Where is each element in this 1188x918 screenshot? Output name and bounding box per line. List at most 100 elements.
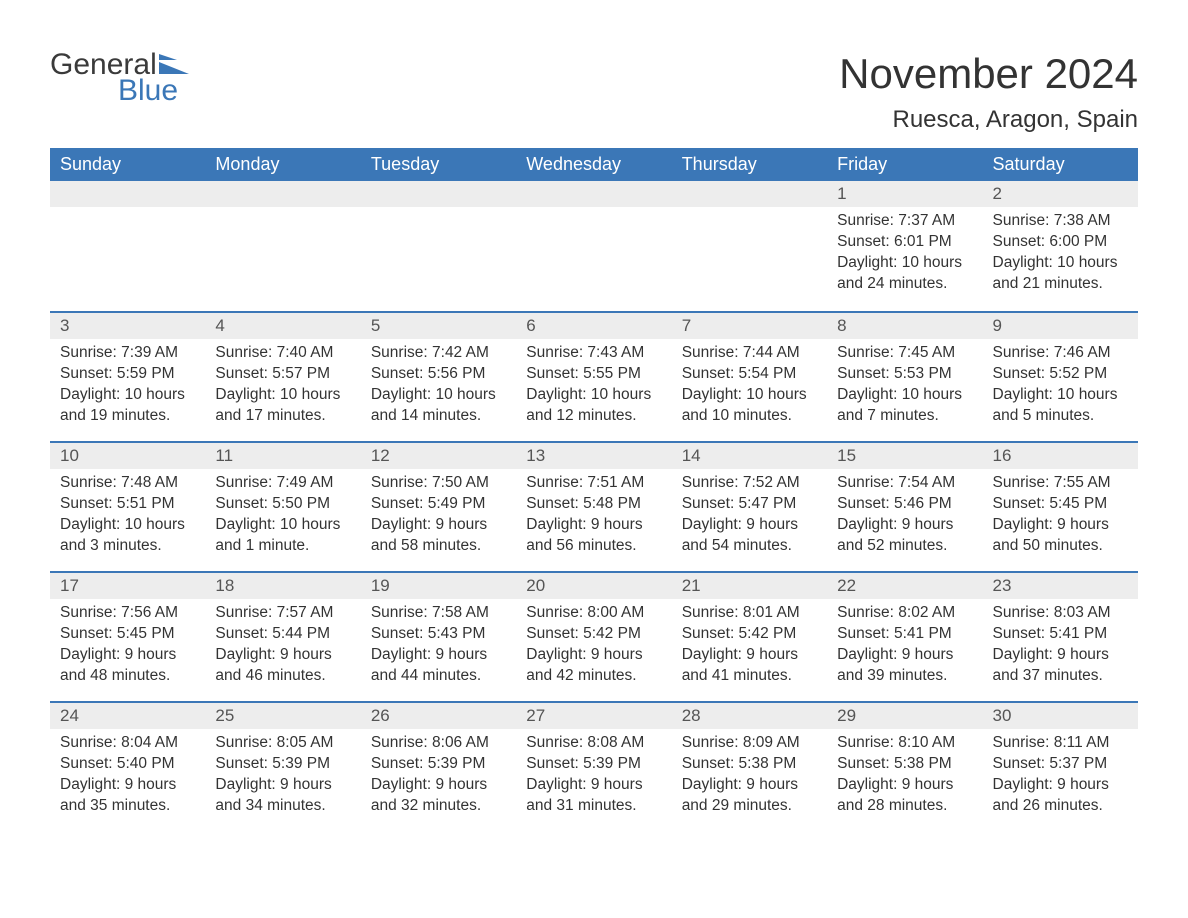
calendar-day-cell: 16Sunrise: 7:55 AMSunset: 5:45 PMDayligh…	[983, 441, 1138, 571]
day-details: Sunrise: 7:38 AMSunset: 6:00 PMDaylight:…	[983, 207, 1138, 303]
sunset-text: Sunset: 5:56 PM	[371, 364, 506, 385]
sunrise-text: Sunrise: 8:01 AM	[682, 603, 817, 624]
sunrise-text: Sunrise: 7:45 AM	[837, 343, 972, 364]
daylight-text: Daylight: 9 hours and 44 minutes.	[371, 645, 506, 687]
daylight-text: Daylight: 10 hours and 1 minute.	[215, 515, 350, 557]
day-number: 19	[361, 571, 516, 599]
day-number: 1	[827, 181, 982, 207]
calendar-day-cell: 19Sunrise: 7:58 AMSunset: 5:43 PMDayligh…	[361, 571, 516, 701]
title-block: November 2024 Ruesca, Aragon, Spain	[839, 50, 1138, 134]
sunrise-text: Sunrise: 8:03 AM	[993, 603, 1128, 624]
sunrise-text: Sunrise: 8:11 AM	[993, 733, 1128, 754]
day-number: 24	[50, 701, 205, 729]
calendar-day-cell: 3Sunrise: 7:39 AMSunset: 5:59 PMDaylight…	[50, 311, 205, 441]
daylight-text: Daylight: 9 hours and 26 minutes.	[993, 775, 1128, 817]
weekday-header: Wednesday	[516, 148, 671, 181]
sunset-text: Sunset: 5:38 PM	[837, 754, 972, 775]
daylight-text: Daylight: 10 hours and 14 minutes.	[371, 385, 506, 427]
sunset-text: Sunset: 5:51 PM	[60, 494, 195, 515]
calendar-day-cell: 24Sunrise: 8:04 AMSunset: 5:40 PMDayligh…	[50, 701, 205, 831]
daylight-text: Daylight: 9 hours and 35 minutes.	[60, 775, 195, 817]
day-number: 12	[361, 441, 516, 469]
day-details: Sunrise: 8:03 AMSunset: 5:41 PMDaylight:…	[983, 599, 1138, 695]
daylight-text: Daylight: 9 hours and 29 minutes.	[682, 775, 817, 817]
day-number: 7	[672, 311, 827, 339]
sunset-text: Sunset: 5:49 PM	[371, 494, 506, 515]
daylight-text: Daylight: 9 hours and 32 minutes.	[371, 775, 506, 817]
sunrise-text: Sunrise: 8:09 AM	[682, 733, 817, 754]
calendar-week-row: 24Sunrise: 8:04 AMSunset: 5:40 PMDayligh…	[50, 701, 1138, 831]
sunrise-text: Sunrise: 7:52 AM	[682, 473, 817, 494]
day-number: 8	[827, 311, 982, 339]
calendar-day-cell: 5Sunrise: 7:42 AMSunset: 5:56 PMDaylight…	[361, 311, 516, 441]
daylight-text: Daylight: 10 hours and 21 minutes.	[993, 253, 1128, 295]
day-number: 13	[516, 441, 671, 469]
calendar-day-cell: 9Sunrise: 7:46 AMSunset: 5:52 PMDaylight…	[983, 311, 1138, 441]
day-details: Sunrise: 8:11 AMSunset: 5:37 PMDaylight:…	[983, 729, 1138, 825]
calendar-day-cell: 10Sunrise: 7:48 AMSunset: 5:51 PMDayligh…	[50, 441, 205, 571]
day-number: 21	[672, 571, 827, 599]
sunrise-text: Sunrise: 7:40 AM	[215, 343, 350, 364]
daylight-text: Daylight: 10 hours and 7 minutes.	[837, 385, 972, 427]
sunrise-text: Sunrise: 7:42 AM	[371, 343, 506, 364]
sunset-text: Sunset: 5:45 PM	[60, 624, 195, 645]
day-number: 18	[205, 571, 360, 599]
day-details: Sunrise: 7:58 AMSunset: 5:43 PMDaylight:…	[361, 599, 516, 695]
calendar-day-cell: 30Sunrise: 8:11 AMSunset: 5:37 PMDayligh…	[983, 701, 1138, 831]
sunrise-text: Sunrise: 8:06 AM	[371, 733, 506, 754]
day-number: 15	[827, 441, 982, 469]
calendar-day-cell: 13 Sunrise: 7:51 AMSunset: 5:48 PMDayligh…	[516, 441, 671, 571]
day-number: 20	[516, 571, 671, 599]
calendar-day-cell: 6Sunrise: 7:43 AMSunset: 5:55 PMDaylight…	[516, 311, 671, 441]
calendar-week-row: 10Sunrise: 7:48 AMSunset: 5:51 PMDayligh…	[50, 441, 1138, 571]
calendar-week-row: 3Sunrise: 7:39 AMSunset: 5:59 PMDaylight…	[50, 311, 1138, 441]
day-details: Sunrise: 7:45 AMSunset: 5:53 PMDaylight:…	[827, 339, 982, 435]
calendar-day-cell: 17Sunrise: 7:56 AMSunset: 5:45 PMDayligh…	[50, 571, 205, 701]
sunset-text: Sunset: 5:41 PM	[993, 624, 1128, 645]
calendar-day-cell: 14Sunrise: 7:52 AMSunset: 5:47 PMDayligh…	[672, 441, 827, 571]
sunrise-text: Sunrise: 7:50 AM	[371, 473, 506, 494]
day-number: 10	[50, 441, 205, 469]
sunrise-text: Sunrise: 7:39 AM	[60, 343, 195, 364]
calendar-day-cell: 22Sunrise: 8:02 AMSunset: 5:41 PMDayligh…	[827, 571, 982, 701]
sunrise-text: Sunrise: 7:46 AM	[993, 343, 1128, 364]
sunrise-text: Sunrise: 7:51 AM	[526, 473, 661, 494]
calendar-day-cell: 25Sunrise: 8:05 AMSunset: 5:39 PMDayligh…	[205, 701, 360, 831]
sunset-text: Sunset: 5:48 PM	[526, 494, 661, 515]
sunset-text: Sunset: 6:01 PM	[837, 232, 972, 253]
daylight-text: Daylight: 9 hours and 56 minutes.	[526, 515, 661, 557]
day-details: Sunrise: 7:37 AMSunset: 6:01 PMDaylight:…	[827, 207, 982, 303]
calendar-day-cell: 1Sunrise: 7:37 AMSunset: 6:01 PMDaylight…	[827, 181, 982, 311]
calendar-day-cell	[516, 181, 671, 311]
day-details: Sunrise: 7:46 AMSunset: 5:52 PMDaylight:…	[983, 339, 1138, 435]
daylight-text: Daylight: 9 hours and 52 minutes.	[837, 515, 972, 557]
day-number: 16	[983, 441, 1138, 469]
daylight-text: Daylight: 10 hours and 3 minutes.	[60, 515, 195, 557]
day-details: Sunrise: 7:52 AMSunset: 5:47 PMDaylight:…	[672, 469, 827, 565]
sunrise-text: Sunrise: 7:49 AM	[215, 473, 350, 494]
calendar-day-cell: 15Sunrise: 7:54 AMSunset: 5:46 PMDayligh…	[827, 441, 982, 571]
day-details: Sunrise: 7:49 AMSunset: 5:50 PMDaylight:…	[205, 469, 360, 565]
daylight-text: Daylight: 9 hours and 31 minutes.	[526, 775, 661, 817]
calendar-day-cell	[361, 181, 516, 311]
weekday-header: Tuesday	[361, 148, 516, 181]
day-details: Sunrise: 8:06 AMSunset: 5:39 PMDaylight:…	[361, 729, 516, 825]
month-year-title: November 2024	[839, 50, 1138, 98]
calendar-day-cell: 23Sunrise: 8:03 AMSunset: 5:41 PMDayligh…	[983, 571, 1138, 701]
sunrise-text: Sunrise: 7:54 AM	[837, 473, 972, 494]
logo-text-blue: Blue	[118, 76, 189, 106]
day-details: Sunrise: 8:04 AMSunset: 5:40 PMDaylight:…	[50, 729, 205, 825]
day-details: Sunrise: 8:02 AMSunset: 5:41 PMDaylight:…	[827, 599, 982, 695]
sunset-text: Sunset: 5:55 PM	[526, 364, 661, 385]
weekday-header: Monday	[205, 148, 360, 181]
sunset-text: Sunset: 6:00 PM	[993, 232, 1128, 253]
day-number: 17	[50, 571, 205, 599]
daylight-text: Daylight: 10 hours and 12 minutes.	[526, 385, 661, 427]
calendar-header: Sunday Monday Tuesday Wednesday Thursday…	[50, 148, 1138, 181]
day-details: Sunrise: 7:40 AMSunset: 5:57 PMDaylight:…	[205, 339, 360, 435]
sunset-text: Sunset: 5:42 PM	[682, 624, 817, 645]
day-details: Sunrise: 7:50 AMSunset: 5:49 PMDaylight:…	[361, 469, 516, 565]
sunset-text: Sunset: 5:54 PM	[682, 364, 817, 385]
daylight-text: Daylight: 9 hours and 50 minutes.	[993, 515, 1128, 557]
day-number	[205, 181, 360, 207]
